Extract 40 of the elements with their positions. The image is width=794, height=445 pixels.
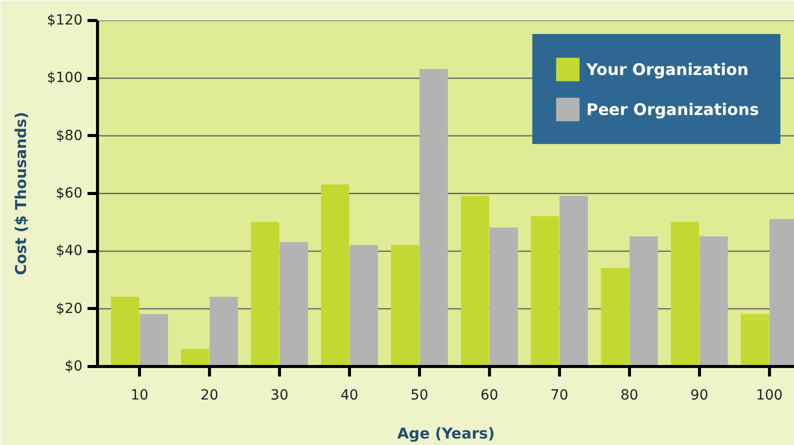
bar bbox=[210, 296, 238, 366]
x-tick-label: 70 bbox=[550, 388, 568, 404]
x-tick-label: 20 bbox=[200, 388, 218, 404]
legend-label: Peer Organizations bbox=[586, 100, 759, 118]
x-tick-label: 60 bbox=[480, 388, 498, 404]
x-axis-title: Age (Years) bbox=[397, 424, 495, 442]
bar bbox=[320, 184, 350, 366]
y-tick-label: $100 bbox=[46, 70, 83, 86]
x-tick-label: 30 bbox=[270, 388, 288, 404]
y-tick-label: $80 bbox=[56, 128, 83, 144]
y-tick-label: $60 bbox=[56, 186, 83, 202]
bar bbox=[530, 216, 560, 366]
bar bbox=[560, 196, 588, 366]
bar bbox=[600, 268, 630, 366]
bar bbox=[390, 244, 420, 366]
bar bbox=[490, 228, 518, 366]
x-tick-label: 90 bbox=[690, 388, 708, 404]
bar bbox=[670, 222, 700, 366]
bar bbox=[350, 244, 378, 366]
bar bbox=[700, 236, 728, 366]
bar bbox=[420, 69, 448, 366]
x-tick-label: 100 bbox=[756, 388, 783, 404]
bar bbox=[740, 314, 770, 366]
x-tick-label: 40 bbox=[340, 388, 358, 404]
x-tick-label: 50 bbox=[410, 388, 428, 404]
x-tick-label: 80 bbox=[620, 388, 638, 404]
bar bbox=[110, 296, 140, 366]
bar bbox=[140, 314, 168, 366]
legend-label: Your Organization bbox=[586, 60, 749, 78]
y-tick-label: $40 bbox=[56, 243, 83, 260]
y-tick-label: $20 bbox=[56, 300, 83, 317]
y-tick-label: $120 bbox=[46, 12, 83, 28]
bar bbox=[630, 236, 658, 366]
bar bbox=[250, 222, 280, 366]
y-axis-title: Cost ($ Thousands) bbox=[12, 112, 30, 276]
bar bbox=[460, 196, 490, 366]
bar bbox=[180, 348, 210, 366]
bar bbox=[280, 242, 308, 366]
x-tick-label: 10 bbox=[130, 388, 148, 404]
y-tick-label: $0 bbox=[64, 358, 83, 374]
